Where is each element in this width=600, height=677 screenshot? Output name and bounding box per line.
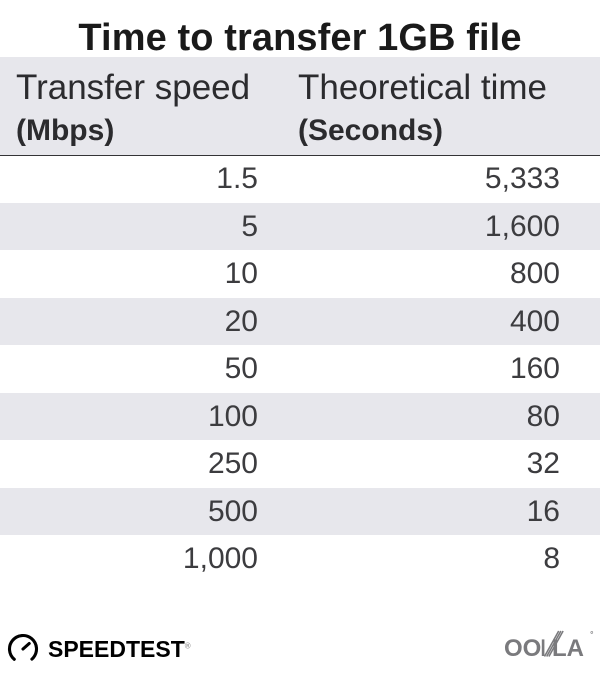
svg-text:OO: OO	[504, 635, 541, 660]
svg-text:LA: LA	[552, 635, 584, 660]
